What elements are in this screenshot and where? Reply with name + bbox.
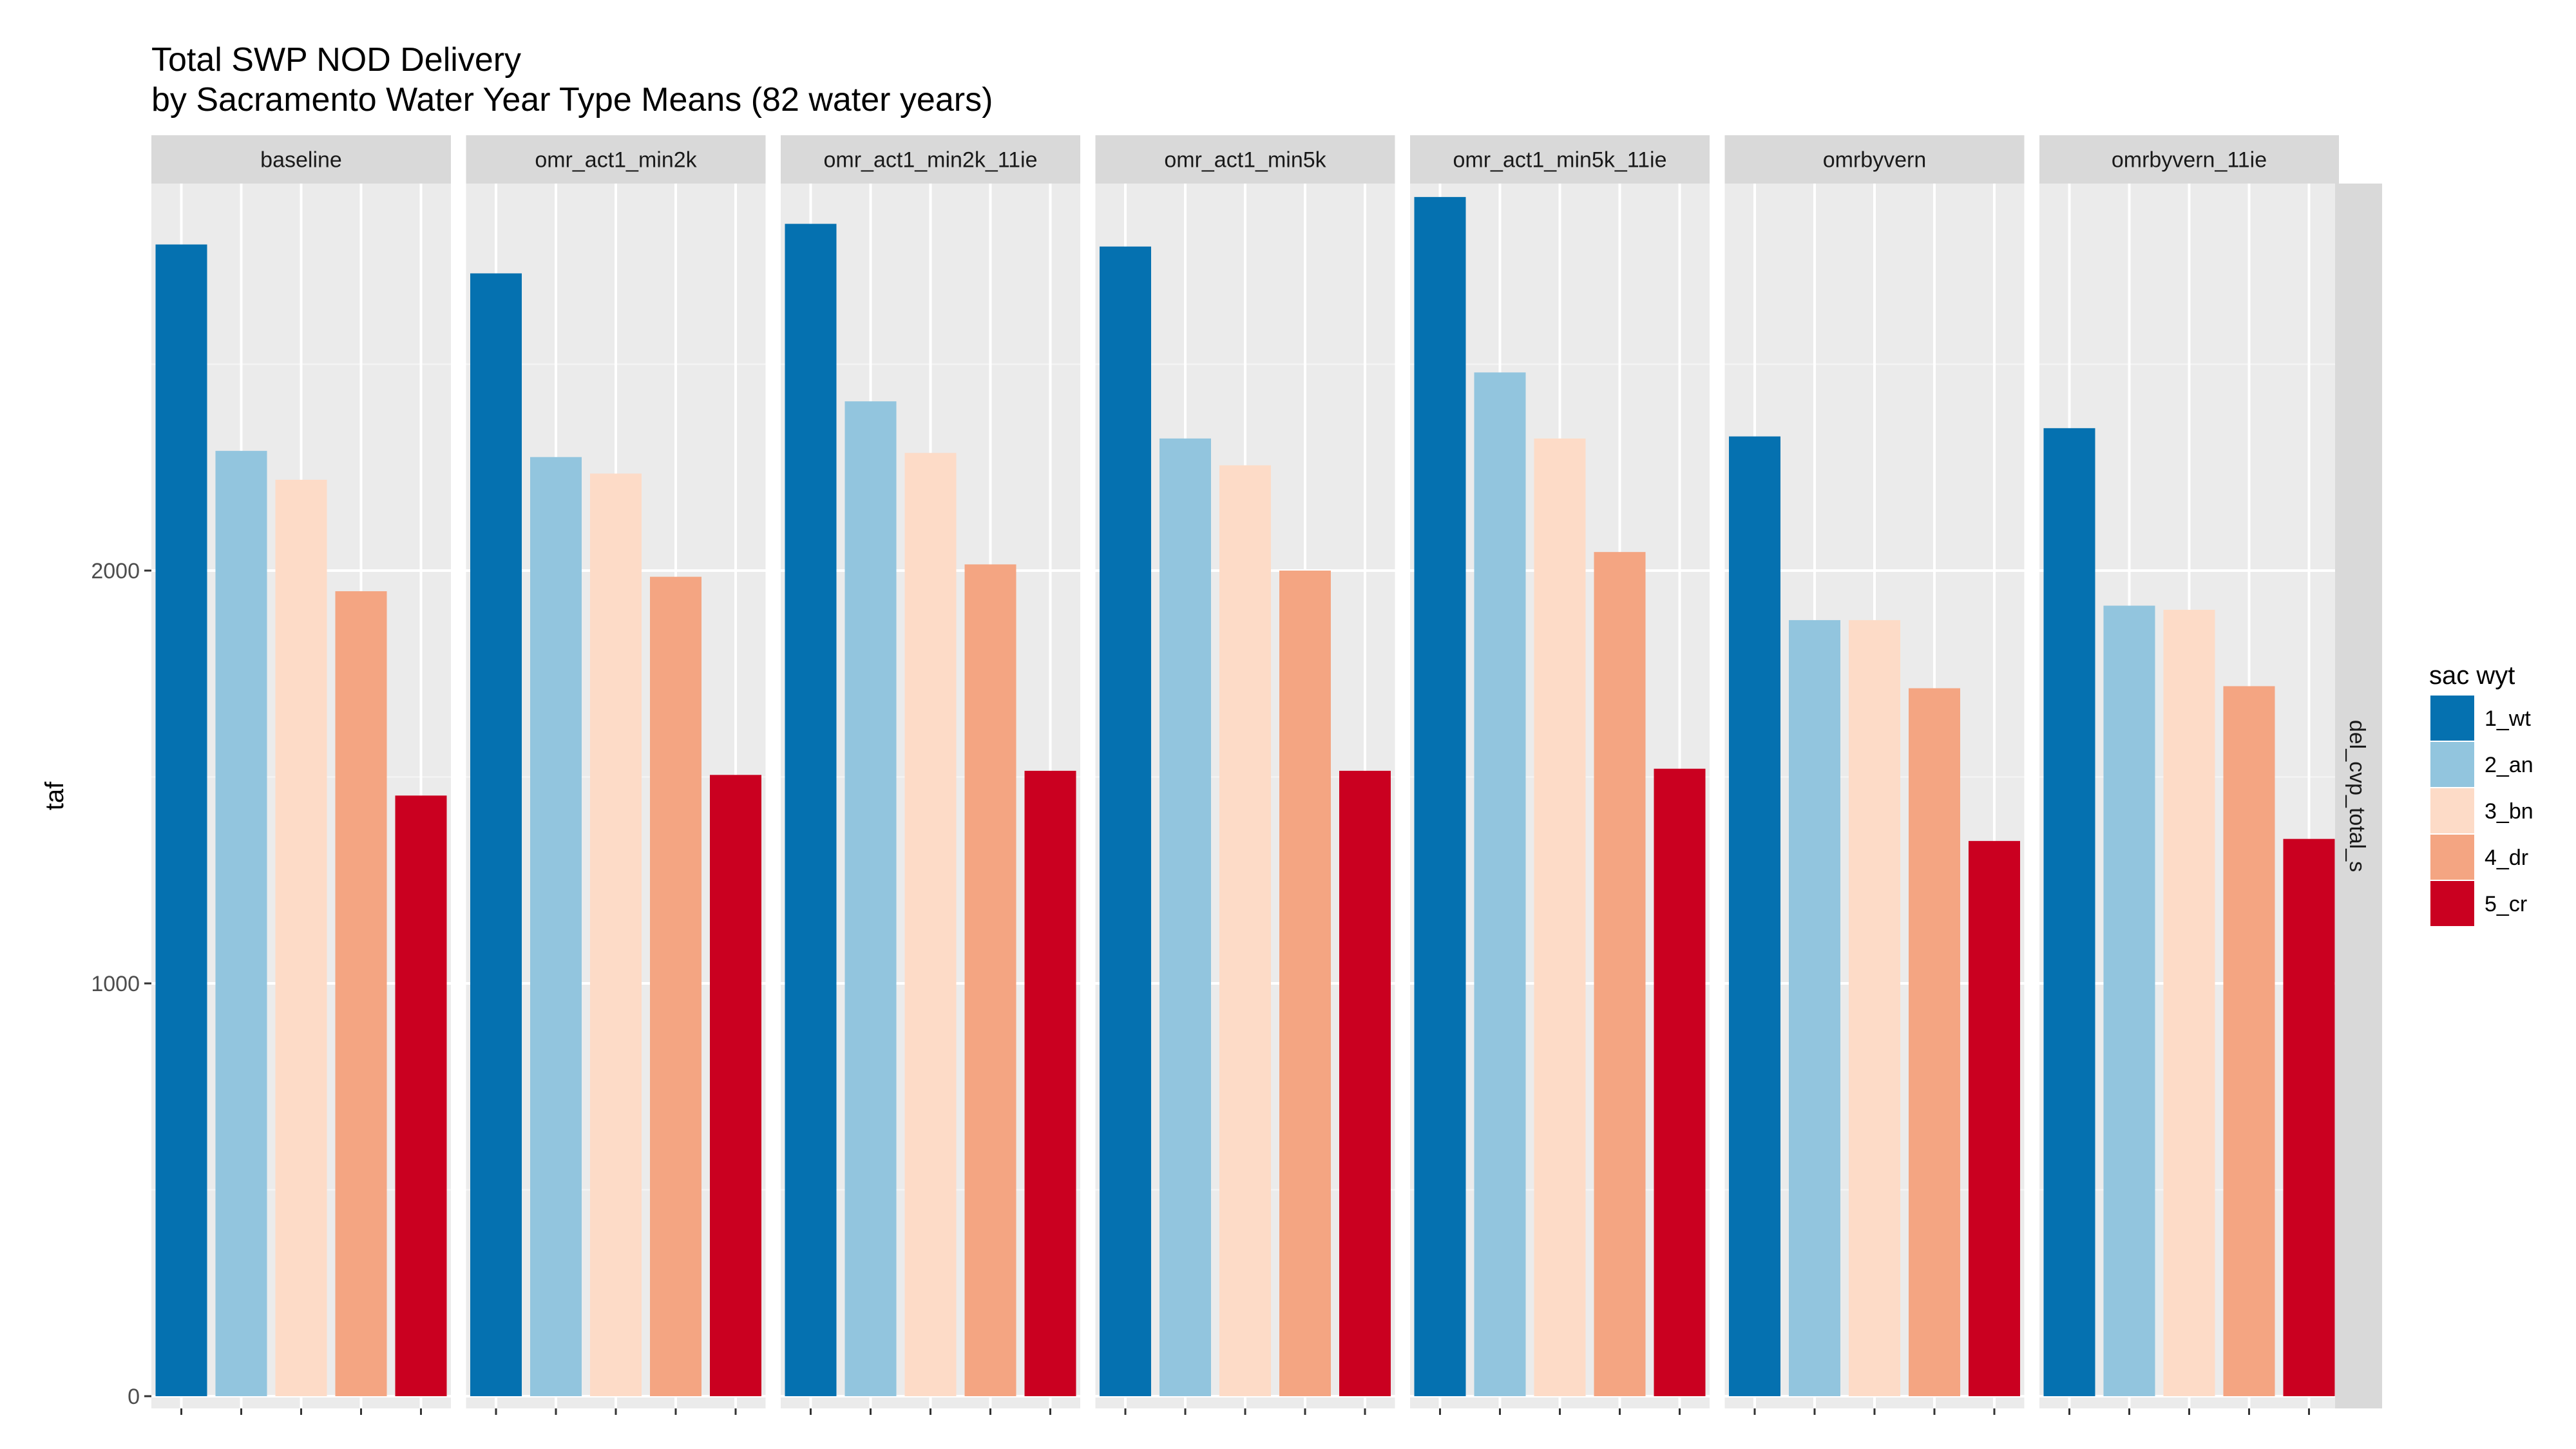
bar-4_dr [2223, 686, 2275, 1396]
bar-3_bn [904, 453, 957, 1397]
bar-4_dr [1279, 571, 1331, 1396]
legend-title: sac wyt [2429, 661, 2515, 690]
facet-strip [781, 135, 1080, 184]
facet-strip [2039, 135, 2339, 184]
y-tick-label: 2000 [91, 559, 140, 583]
legend-key-1_wt [2430, 696, 2474, 741]
facet-row-strip-bg [2335, 184, 2382, 1408]
facet-strip [1410, 135, 1710, 184]
facet-panel: omr_act1_min2k_11ie [781, 135, 1080, 1415]
facet-strip-label: omr_act1_min2k_11ie [824, 148, 1038, 173]
facet-row-strip-label: del_cvp_total_s [2345, 720, 2369, 872]
bar-3_bn [275, 479, 327, 1396]
bar-3_bn [1849, 620, 1900, 1397]
y-tick-label: 1000 [91, 972, 140, 996]
facet-strip-label: omr_act1_min5k [1164, 148, 1326, 173]
legend-key-3_bn [2430, 788, 2474, 833]
facet-strip-label: baseline [260, 148, 342, 173]
bar-3_bn [1534, 438, 1586, 1396]
facet-strip-label: omrbyvern [1823, 148, 1927, 173]
bar-2_an [1159, 438, 1211, 1396]
bar-1_wt [2043, 428, 2095, 1396]
legend-label: 3_bn [2485, 799, 2533, 824]
bar-2_an [1789, 620, 1840, 1397]
facet-strip-label: omr_act1_min5k_11ie [1453, 148, 1667, 173]
legend-label: 1_wt [2485, 706, 2531, 731]
legend-label: 5_cr [2485, 892, 2527, 916]
bar-2_an [844, 401, 897, 1397]
bar-5_cr [710, 775, 761, 1396]
facet-panel: omr_act1_min2k [466, 135, 766, 1415]
bar-4_dr [335, 591, 387, 1396]
legend: sac wyt 1_wt 2_an 3_bn 4_dr 5_cr [2429, 661, 2533, 926]
bar-2_an [1474, 372, 1526, 1396]
facet-strip [1724, 135, 2025, 184]
bar-5_cr [1654, 768, 1706, 1396]
bar-5_cr [1339, 770, 1391, 1396]
facet-row-strip: del_cvp_total_s [2335, 184, 2382, 1408]
y-axis-title: taf [41, 781, 69, 810]
bar-1_wt [1414, 196, 1466, 1396]
facet-panel: omr_act1_min5k_11ie [1410, 135, 1710, 1415]
y-axis: 0 1000 2000 [91, 559, 151, 1409]
facet-strip [466, 135, 766, 184]
legend-key-5_cr [2430, 881, 2474, 926]
facet-strip-label: omrbyvern_11ie [2112, 148, 2267, 173]
bar-5_cr [1969, 840, 2020, 1396]
bar-2_an [530, 457, 582, 1396]
facet-strip [151, 135, 451, 184]
facet-panel: omrbyvern [1724, 135, 2025, 1415]
bar-1_wt [1729, 436, 1780, 1396]
facet-strip-label: omr_act1_min2k [535, 148, 697, 173]
bar-2_an [2103, 605, 2155, 1396]
bar-1_wt [785, 223, 837, 1396]
bar-1_wt [470, 273, 522, 1397]
facet-panel: baseline [151, 135, 451, 1415]
facet-panel: omrbyvern_11ie [2039, 135, 2339, 1415]
facet-panels: baseline omr_act1_min2k omr_act1_min2k_11i… [151, 135, 2339, 1415]
bar-1_wt [155, 244, 207, 1396]
legend-label: 2_an [2485, 753, 2533, 777]
bar-4_dr [964, 564, 1016, 1396]
facet-strip [1095, 135, 1395, 184]
bar-2_an [215, 451, 267, 1396]
bar-3_bn [590, 473, 642, 1396]
bar-4_dr [1909, 688, 1960, 1396]
bar-4_dr [650, 576, 701, 1396]
bar-3_bn [1219, 465, 1271, 1397]
legend-key-4_dr [2430, 835, 2474, 880]
facet-panel: omr_act1_min5k [1095, 135, 1395, 1415]
bar-5_cr [2283, 838, 2335, 1396]
chart-title: Total SWP NOD Delivery [151, 41, 521, 79]
legend-label: 4_dr [2485, 846, 2528, 870]
y-tick-label: 0 [128, 1385, 140, 1409]
bar-5_cr [395, 795, 447, 1396]
bar-4_dr [1594, 552, 1646, 1396]
bar-1_wt [1100, 246, 1151, 1397]
chart-subtitle: by Sacramento Water Year Type Means (82 … [151, 81, 993, 118]
legend-key-2_an [2430, 742, 2474, 787]
bar-5_cr [1024, 770, 1076, 1396]
bar-3_bn [2163, 609, 2215, 1396]
